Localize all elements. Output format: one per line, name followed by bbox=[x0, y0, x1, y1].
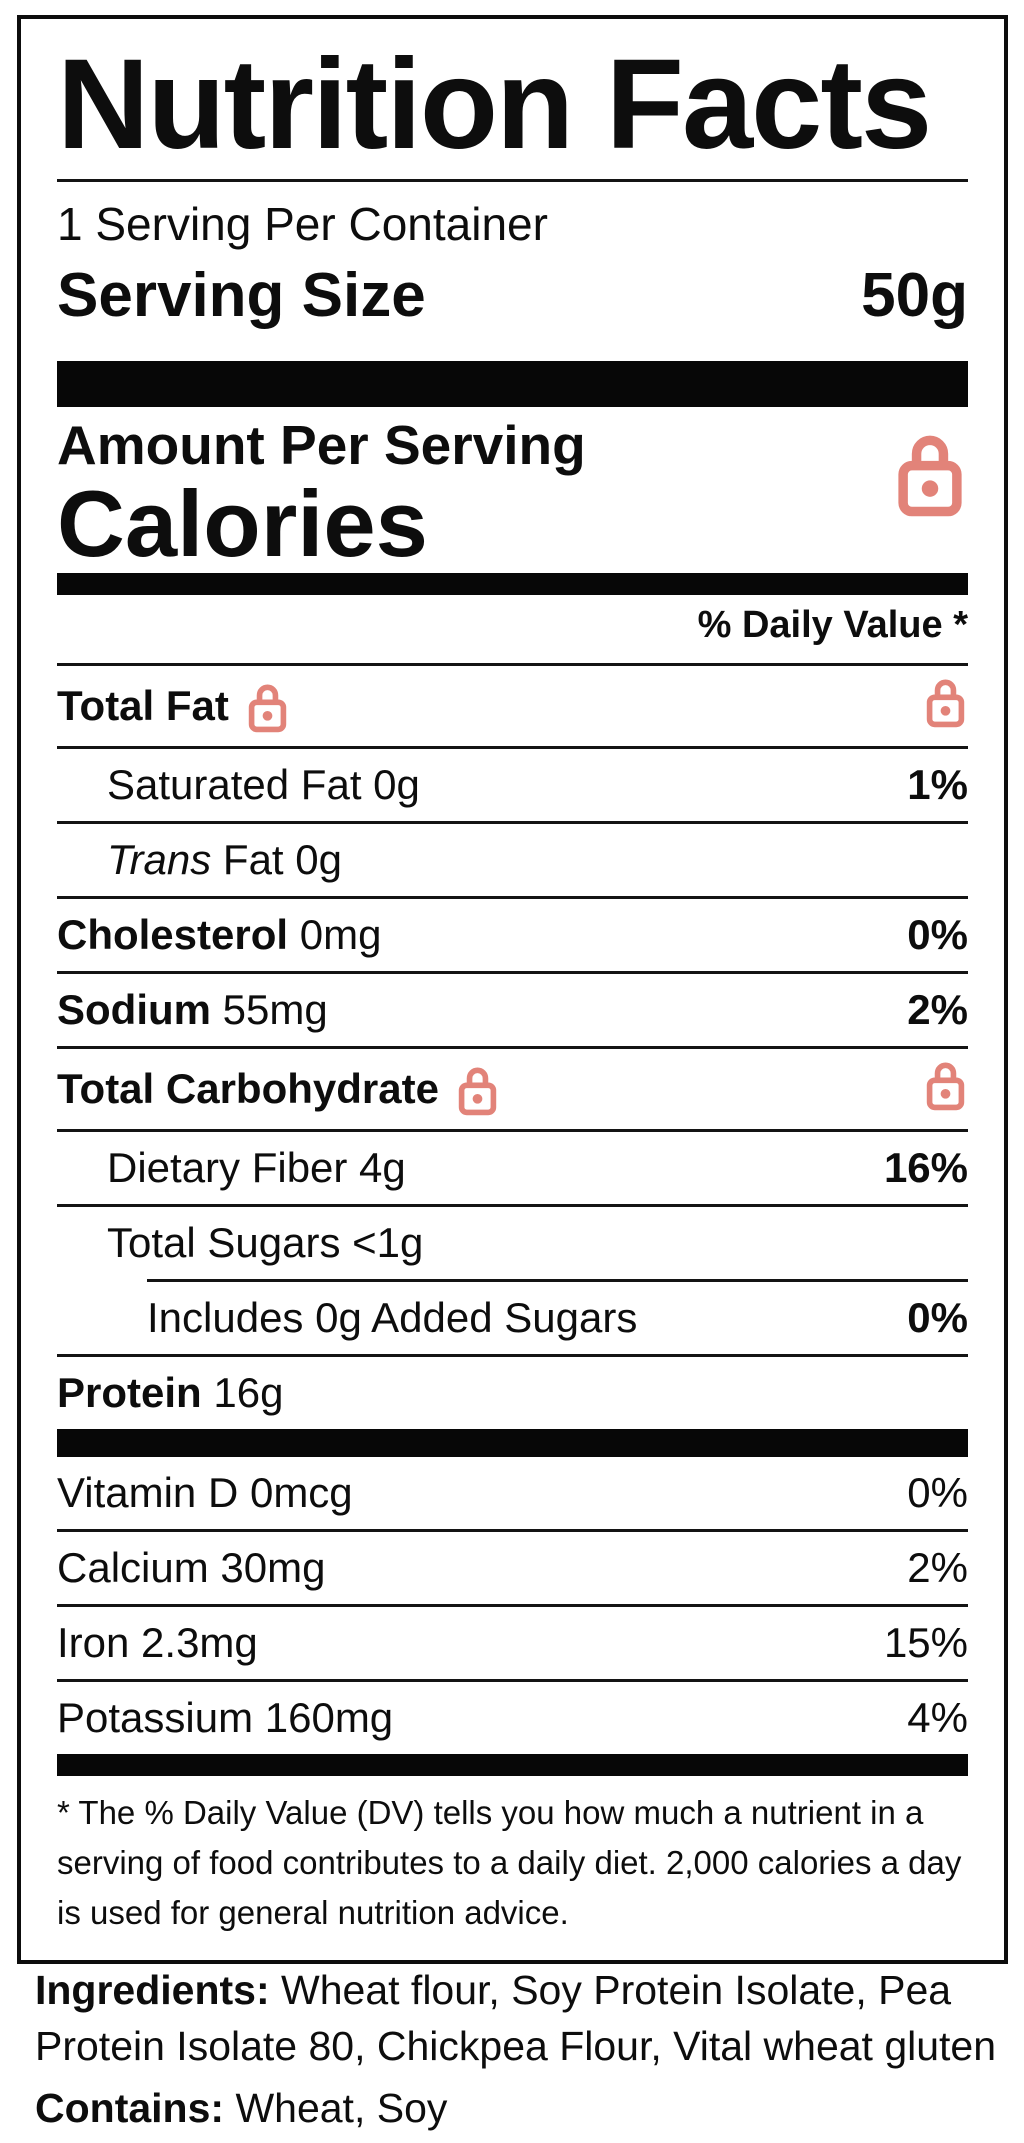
contains-text: Contains: Wheat, Soy bbox=[35, 2080, 1017, 2136]
lock-icon[interactable] bbox=[892, 423, 968, 526]
nutrient-row: Protein 16g bbox=[57, 1357, 968, 1429]
row-divider bbox=[57, 1603, 968, 1607]
nutrient-label: Trans Fat 0g bbox=[107, 835, 342, 883]
serving-size-row: Serving Size 50g bbox=[57, 260, 968, 331]
calories-section: Amount Per Serving Calories bbox=[57, 407, 968, 572]
row-divider bbox=[147, 1278, 968, 1282]
vitamin-rows: Vitamin D 0mcg 0% Calcium 30mg 2% Iron 2… bbox=[57, 1457, 968, 1754]
nutrient-row: Saturated Fat 0g 1% bbox=[57, 749, 968, 821]
row-divider bbox=[57, 1353, 968, 1357]
nutrient-label: Potassium 160mg bbox=[57, 1693, 394, 1741]
page-title: Nutrition Facts bbox=[57, 33, 932, 176]
lock-icon[interactable] bbox=[923, 1055, 968, 1122]
lock-icon[interactable] bbox=[923, 672, 968, 739]
divider bbox=[57, 662, 968, 666]
lock-icon[interactable] bbox=[455, 1060, 500, 1118]
row-divider bbox=[57, 1678, 968, 1682]
nutrient-rows: Total Fat Saturated Fat 0g 1% Trans Fat … bbox=[57, 666, 968, 1429]
nutrient-label: Iron 2.3mg bbox=[57, 1618, 258, 1666]
nutrient-value: 16% bbox=[883, 1143, 968, 1191]
nutrient-row: Potassium 160mg 4% bbox=[57, 1682, 968, 1754]
allergen-info: Ingredients: Wheat flour, Soy Protein Is… bbox=[35, 1962, 1017, 2136]
row-divider bbox=[57, 745, 968, 749]
nutrient-row: Total Sugars <1g bbox=[57, 1207, 968, 1279]
serving-size-label: Serving Size bbox=[57, 260, 426, 330]
nutrient-value bbox=[923, 672, 968, 739]
nutrient-label: Sodium 55mg bbox=[57, 985, 328, 1033]
ingredients-label: Ingredients: bbox=[35, 1967, 270, 2013]
nutrient-value: 2% bbox=[907, 1543, 968, 1591]
nutrient-label: Protein 16g bbox=[57, 1368, 284, 1416]
calories-label: Calories bbox=[57, 471, 428, 577]
nutrient-label: Total Sugars <1g bbox=[107, 1218, 424, 1266]
section-divider-bar bbox=[57, 1428, 968, 1457]
row-divider bbox=[57, 1128, 968, 1132]
divider bbox=[57, 179, 968, 182]
nutrient-value: 0% bbox=[907, 910, 968, 958]
row-divider bbox=[57, 1045, 968, 1049]
section-divider-bar bbox=[57, 360, 968, 407]
nutrition-facts-panel: Nutrition Facts 1 Serving Per Container … bbox=[17, 15, 1008, 1964]
nutrient-label: Includes 0g Added Sugars bbox=[147, 1293, 638, 1341]
servings-per-container: 1 Serving Per Container bbox=[57, 198, 548, 250]
section-divider-bar bbox=[57, 1753, 968, 1776]
section-divider-bar bbox=[57, 573, 968, 596]
nutrient-label: Dietary Fiber 4g bbox=[107, 1143, 406, 1191]
nutrient-value: 0% bbox=[907, 1293, 968, 1341]
nutrient-label: Saturated Fat 0g bbox=[107, 760, 420, 808]
nutrient-label: Total Fat bbox=[57, 677, 290, 735]
serving-size-value: 50g bbox=[861, 260, 968, 330]
row-divider bbox=[57, 1528, 968, 1532]
nutrient-label: Cholesterol 0mg bbox=[57, 910, 382, 958]
nutrient-row: Sodium 55mg 2% bbox=[57, 974, 968, 1046]
nutrient-row: Total Carbohydrate bbox=[57, 1049, 968, 1129]
nutrient-label: Calcium 30mg bbox=[57, 1543, 326, 1591]
daily-value-footnote: * The % Daily Value (DV) tells you how m… bbox=[57, 1793, 962, 1931]
row-divider bbox=[57, 895, 968, 899]
ingredients-value: Wheat flour, Soy Protein Isolate, Pea Pr… bbox=[35, 1967, 997, 2069]
daily-value-header: % Daily Value * bbox=[697, 604, 968, 647]
nutrient-row: Trans Fat 0g bbox=[57, 824, 968, 896]
contains-label: Contains: bbox=[35, 2085, 225, 2131]
nutrient-value: 4% bbox=[907, 1693, 968, 1741]
nutrient-row: Total Fat bbox=[57, 666, 968, 746]
nutrient-value: 2% bbox=[907, 985, 968, 1033]
nutrient-value: 15% bbox=[883, 1618, 968, 1666]
nutrient-row: Calcium 30mg 2% bbox=[57, 1532, 968, 1604]
nutrient-label: Total Carbohydrate bbox=[57, 1060, 500, 1118]
nutrient-row: Cholesterol 0mg 0% bbox=[57, 899, 968, 971]
contains-value: Wheat, Soy bbox=[235, 2085, 448, 2131]
row-divider bbox=[57, 970, 968, 974]
nutrient-row: Vitamin D 0mcg 0% bbox=[57, 1457, 968, 1529]
nutrient-row: Iron 2.3mg 15% bbox=[57, 1607, 968, 1679]
lock-icon[interactable] bbox=[245, 677, 290, 735]
nutrient-row: Dietary Fiber 4g 16% bbox=[57, 1132, 968, 1204]
nutrient-value: 0% bbox=[907, 1468, 968, 1516]
amount-per-serving-label: Amount Per Serving bbox=[57, 413, 586, 476]
nutrient-value: 1% bbox=[907, 760, 968, 808]
nutrient-label: Vitamin D 0mcg bbox=[57, 1468, 353, 1516]
ingredients-text: Ingredients: Wheat flour, Soy Protein Is… bbox=[35, 1962, 1017, 2074]
nutrient-value bbox=[923, 1055, 968, 1122]
row-divider bbox=[57, 820, 968, 824]
row-divider bbox=[57, 1203, 968, 1207]
nutrient-row: Includes 0g Added Sugars 0% bbox=[57, 1282, 968, 1354]
